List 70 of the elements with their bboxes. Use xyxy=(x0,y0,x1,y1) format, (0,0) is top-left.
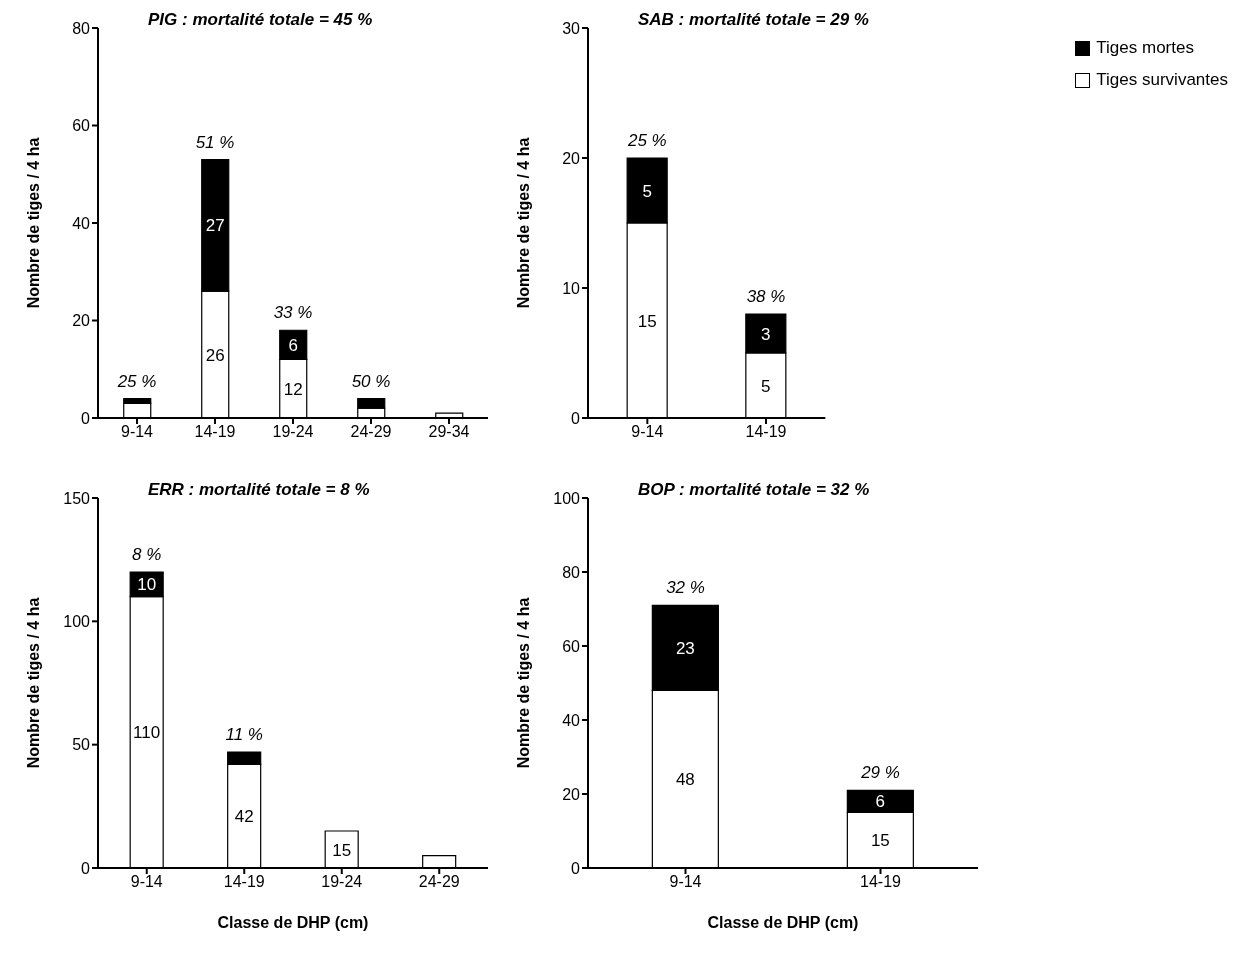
data-label: 3 xyxy=(761,324,771,344)
annotation: 50 % xyxy=(351,371,391,391)
annotation: 51 % xyxy=(195,132,235,152)
data-label: 5 xyxy=(642,181,652,201)
annotation: 32 % xyxy=(666,578,705,598)
y-tick-label: 0 xyxy=(571,859,581,877)
y-tick-label: 20 xyxy=(562,785,581,803)
annotation: 33 % xyxy=(273,303,313,323)
chart-title: SAB : mortalité totale = 29 % xyxy=(638,10,869,30)
data-label: 42 xyxy=(234,807,254,827)
y-tick-label: 20 xyxy=(562,149,581,167)
y-tick-label: 0 xyxy=(81,409,91,427)
x-tick-label: 14-19 xyxy=(223,873,265,891)
y-tick-label: 100 xyxy=(553,489,581,507)
x-axis-title: Classe de DHP (cm) xyxy=(707,914,859,931)
y-tick-label: 50 xyxy=(72,736,91,754)
legend-label: Tiges survivantes xyxy=(1096,70,1228,90)
x-tick-label: 29-34 xyxy=(428,423,470,441)
data-label: 110 xyxy=(133,723,161,743)
data-label: 26 xyxy=(205,345,225,365)
x-tick-label: 9-14 xyxy=(120,423,154,441)
data-label: 10 xyxy=(137,575,157,595)
x-axis-title: Classe de DHP (cm) xyxy=(217,914,369,931)
data-label: 15 xyxy=(870,831,890,851)
y-tick-label: 60 xyxy=(72,117,91,135)
data-label: 5 xyxy=(761,376,771,396)
annotation: 8 % xyxy=(132,545,162,564)
y-tick-label: 40 xyxy=(72,214,91,232)
y-tick-label: 150 xyxy=(63,489,91,507)
y-tick-label: 40 xyxy=(562,711,581,729)
y-axis-title: Nombre de tiges / 4 ha xyxy=(24,137,42,309)
data-label: 6 xyxy=(288,335,298,355)
x-tick-label: 9-14 xyxy=(130,873,163,891)
annotation: 29 % xyxy=(860,763,900,783)
y-tick-label: 60 xyxy=(562,637,581,655)
chart-title: ERR : mortalité totale = 8 % xyxy=(148,480,370,500)
x-tick-label: 24-29 xyxy=(350,423,392,441)
data-label: 15 xyxy=(332,840,352,860)
y-tick-label: 100 xyxy=(63,613,91,631)
data-label: 15 xyxy=(637,311,657,331)
legend-label: Tiges mortes xyxy=(1096,38,1194,58)
y-axis-title: Nombre de tiges / 4 ha xyxy=(514,597,532,769)
x-tick-label: 24-29 xyxy=(418,873,460,891)
y-tick-label: 0 xyxy=(571,409,581,427)
y-axis-title: Nombre de tiges / 4 ha xyxy=(514,137,532,309)
data-label: 48 xyxy=(675,770,695,790)
data-label: 27 xyxy=(205,216,225,236)
data-label: 6 xyxy=(875,792,886,812)
annotation: 25 % xyxy=(626,131,667,150)
x-tick-label: 19-24 xyxy=(321,873,363,891)
x-tick-label: 14-19 xyxy=(194,423,236,441)
x-tick-label: 19-24 xyxy=(272,423,314,441)
y-tick-label: 0 xyxy=(81,859,91,877)
y-tick-label: 80 xyxy=(72,19,91,37)
annotation: 11 % xyxy=(225,725,263,745)
x-tick-label: 9-14 xyxy=(631,423,664,441)
y-tick-label: 10 xyxy=(562,279,581,297)
y-tick-label: 30 xyxy=(562,19,581,37)
x-tick-label: 14-19 xyxy=(860,873,902,891)
y-tick-label: 20 xyxy=(72,312,91,330)
annotation: 38 % xyxy=(746,287,786,306)
chart-title: PIG : mortalité totale = 45 % xyxy=(148,10,373,30)
x-tick-label: 9-14 xyxy=(669,873,702,891)
y-axis-title: Nombre de tiges / 4 ha xyxy=(24,597,42,769)
x-tick-label: 14-19 xyxy=(745,423,787,441)
annotation: 25 % xyxy=(116,371,157,391)
data-label: 12 xyxy=(283,379,303,399)
data-label: 23 xyxy=(675,638,695,658)
chart-title: BOP : mortalité totale = 32 % xyxy=(638,480,870,500)
y-tick-label: 80 xyxy=(562,563,581,581)
